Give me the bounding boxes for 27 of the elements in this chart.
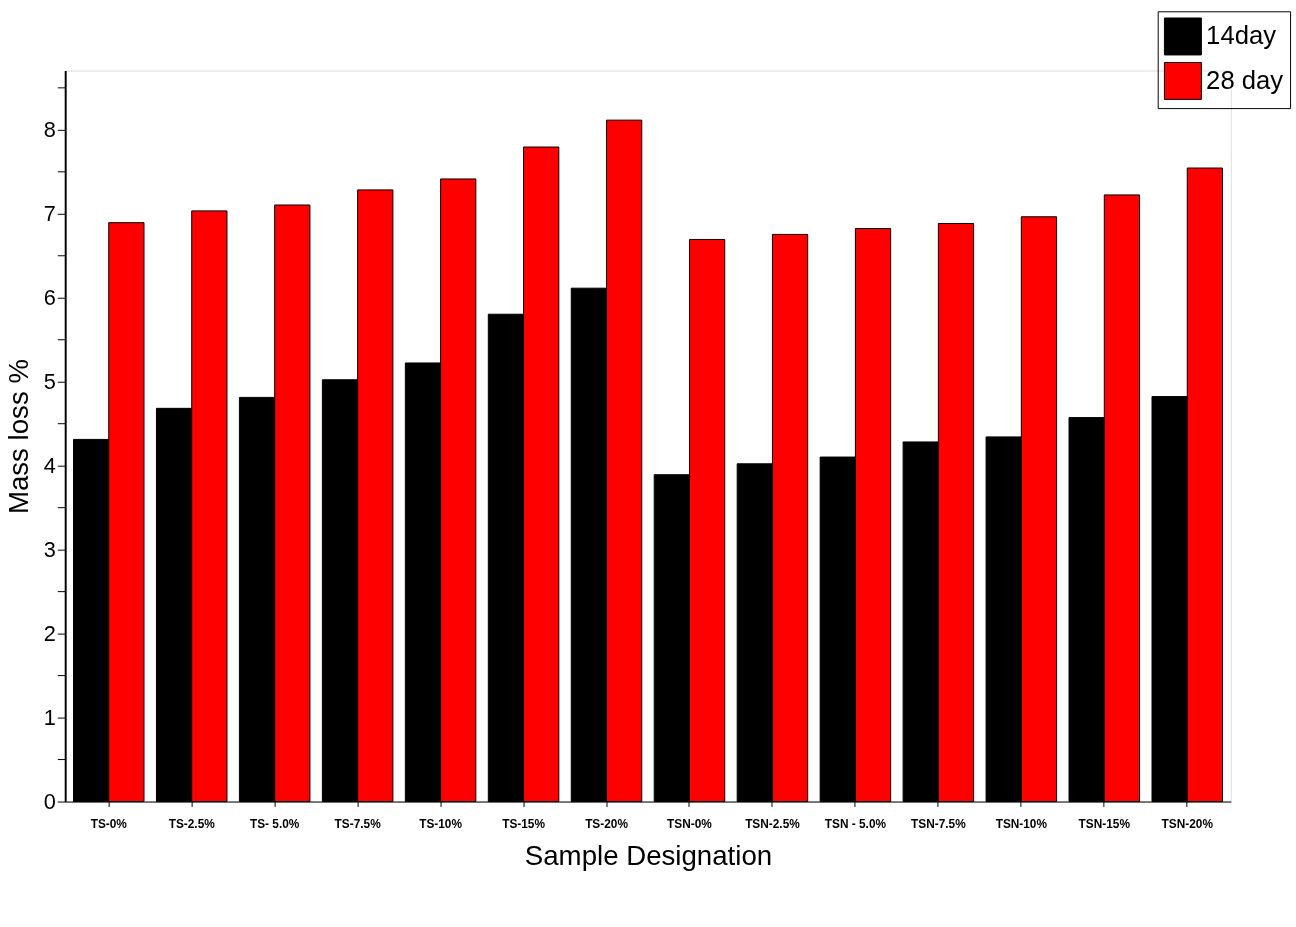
y-tick-label: 4 xyxy=(43,452,56,478)
x-tick-label: TSN-20% xyxy=(1161,816,1214,831)
x-axis-title: Sample Designation xyxy=(524,840,773,872)
x-tick-label: TS-10% xyxy=(419,816,463,831)
x-tick-label: TS-20% xyxy=(585,816,629,831)
x-tick-label: TS-2.5% xyxy=(168,816,216,831)
x-tick-label: TS-0% xyxy=(90,816,128,831)
y-tick-label: 3 xyxy=(43,536,56,562)
x-tick-label: TSN-0% xyxy=(667,816,713,831)
x-tick-label: TSN - 5.0% xyxy=(824,816,887,831)
x-tick-label: TSN-7.5% xyxy=(911,816,967,831)
legend-label: 14day xyxy=(1206,21,1277,50)
y-tick-label: 7 xyxy=(43,200,56,226)
y-tick-label: 6 xyxy=(43,284,56,310)
x-tick-label: TS-7.5% xyxy=(334,816,382,831)
y-tick-label: 0 xyxy=(43,788,56,814)
y-tick-label: 8 xyxy=(43,116,56,142)
y-tick-label: 2 xyxy=(43,620,56,646)
x-tick-label: TSN-15% xyxy=(1078,816,1131,831)
legend-label: 28 day xyxy=(1206,65,1284,94)
x-tick-label: TS-15% xyxy=(502,816,546,831)
y-tick-label: 5 xyxy=(43,368,56,394)
x-tick-label: TS- 5.0% xyxy=(249,816,300,831)
y-tick-label: 1 xyxy=(43,704,56,730)
x-tick-label: TSN-2.5% xyxy=(745,816,801,831)
y-axis-title: Mass loss % xyxy=(2,358,34,515)
x-tick-label: TSN-10% xyxy=(995,816,1048,831)
